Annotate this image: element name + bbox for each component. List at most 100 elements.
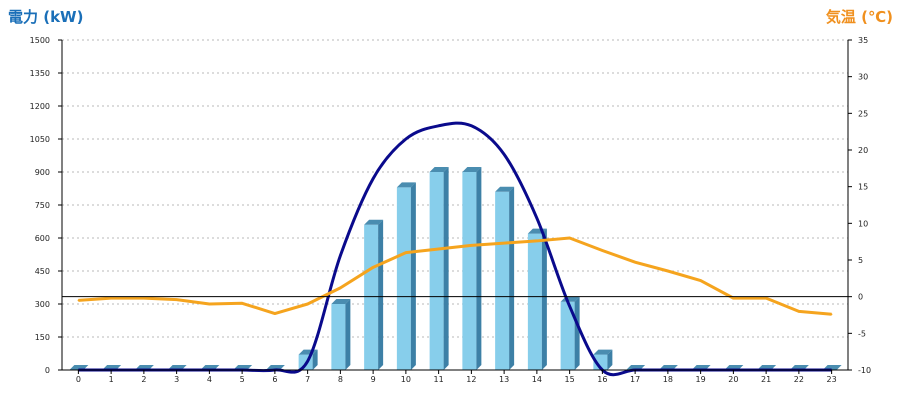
temperature-point-2 [143, 297, 145, 299]
x-tick-label: 14 [532, 375, 542, 384]
temperature-point-16 [601, 249, 604, 252]
bar-side [607, 349, 613, 370]
temperature-point-17 [634, 261, 636, 264]
power-point-11 [437, 125, 440, 127]
y-right-tick-label: -10 [858, 366, 871, 375]
x-tick-label: 22 [794, 375, 804, 384]
bar-16 [593, 349, 613, 370]
bar-side [410, 182, 416, 370]
x-tick-label: 13 [499, 375, 509, 384]
temperature-point-4 [208, 303, 211, 305]
temperature-point-10 [405, 251, 407, 254]
bar-side [509, 186, 515, 370]
y-left-tick-label: 1050 [30, 135, 50, 144]
x-tick-label: 18 [663, 375, 673, 384]
power-point-7 [306, 360, 309, 363]
temperature-point-11 [437, 248, 440, 250]
x-tick-label: 7 [305, 375, 310, 384]
x-tick-label: 9 [371, 375, 376, 384]
y-right-tick-label: 35 [858, 36, 868, 45]
bar-top [462, 167, 482, 172]
bar-12 [462, 167, 482, 370]
x-tick-label: 15 [565, 375, 575, 384]
bar-10 [396, 182, 416, 370]
temperature-point-19 [699, 279, 702, 282]
bar-front [593, 354, 608, 370]
bar-front [462, 172, 477, 370]
bar-top [331, 299, 351, 304]
power-point-8 [339, 254, 342, 257]
temperature-point-13 [503, 242, 505, 244]
bar-layer [69, 167, 842, 371]
bar-side [574, 296, 580, 370]
bar-front [396, 187, 411, 370]
bar-top [593, 349, 613, 355]
bar-9 [364, 219, 384, 370]
power-point-14 [536, 217, 538, 219]
bar-13 [495, 186, 515, 370]
bar-8 [331, 299, 351, 370]
bar-side [541, 228, 547, 370]
temperature-point-1 [110, 297, 112, 299]
bar-front [527, 233, 542, 370]
bar-top [364, 219, 384, 225]
y-right-tick-label: -5 [858, 329, 866, 338]
x-tick-label: 3 [174, 375, 179, 384]
y-right-tick-label: 15 [858, 183, 868, 192]
bar-side [378, 219, 384, 370]
bar-top [429, 167, 449, 172]
temperature-point-5 [241, 302, 243, 305]
x-tick-label: 12 [466, 375, 476, 384]
power-point-12 [470, 125, 473, 127]
x-tick-label: 10 [401, 375, 411, 384]
temperature-point-22 [798, 310, 800, 313]
x-tick-label: 8 [338, 375, 343, 384]
bar-top [495, 186, 515, 192]
temperature-point-0 [77, 299, 80, 302]
y-left-tick-label: 150 [35, 333, 50, 342]
temperature-point-14 [536, 240, 538, 242]
power-point-9 [372, 177, 374, 180]
temperature-point-23 [830, 313, 833, 316]
y-right-tick-label: 30 [858, 73, 868, 82]
bar-side [345, 299, 351, 370]
y-left-tick-label: 750 [35, 201, 50, 210]
power-point-13 [503, 153, 505, 156]
x-tick-label: 20 [728, 375, 738, 384]
x-tick-label: 2 [141, 375, 146, 384]
temperature-point-21 [765, 297, 767, 299]
y-right-axis-label: 気温 (℃) [826, 8, 893, 26]
bar-side [443, 167, 449, 370]
x-tick-label: 5 [240, 375, 245, 384]
y-right-tick-label: 5 [858, 256, 863, 265]
grid-layer [62, 39, 848, 338]
y-left-tick-label: 600 [35, 234, 50, 243]
y-left-tick-label: 1200 [30, 102, 50, 111]
temperature-point-8 [339, 287, 342, 289]
x-tick-label: 0 [76, 375, 81, 384]
temperature-point-18 [667, 270, 669, 272]
axis-layer: 01503004506007509001050120013501500-10-5… [30, 36, 871, 384]
y-right-tick-label: 25 [858, 109, 868, 118]
bar-side [476, 167, 482, 370]
temperature-point-20 [732, 297, 735, 299]
temperature-point-6 [274, 312, 276, 315]
y-left-axis-label: 電力 (kW) [8, 8, 83, 26]
bar-14 [527, 228, 547, 370]
x-tick-label: 11 [434, 375, 444, 384]
temperature-point-15 [568, 237, 571, 239]
bar-front [429, 172, 444, 370]
temperature-point-9 [372, 266, 374, 269]
bar-front [364, 224, 379, 370]
bar-side [312, 349, 318, 370]
power-point-10 [405, 138, 407, 140]
series-line-temperature [78, 236, 832, 316]
y-right-tick-label: 0 [858, 293, 863, 302]
power-point-15 [568, 305, 571, 308]
y-left-tick-label: 300 [35, 300, 50, 309]
temperature-point-7 [306, 303, 309, 305]
y-left-tick-label: 0 [45, 366, 50, 375]
x-tick-label: 6 [272, 375, 277, 384]
